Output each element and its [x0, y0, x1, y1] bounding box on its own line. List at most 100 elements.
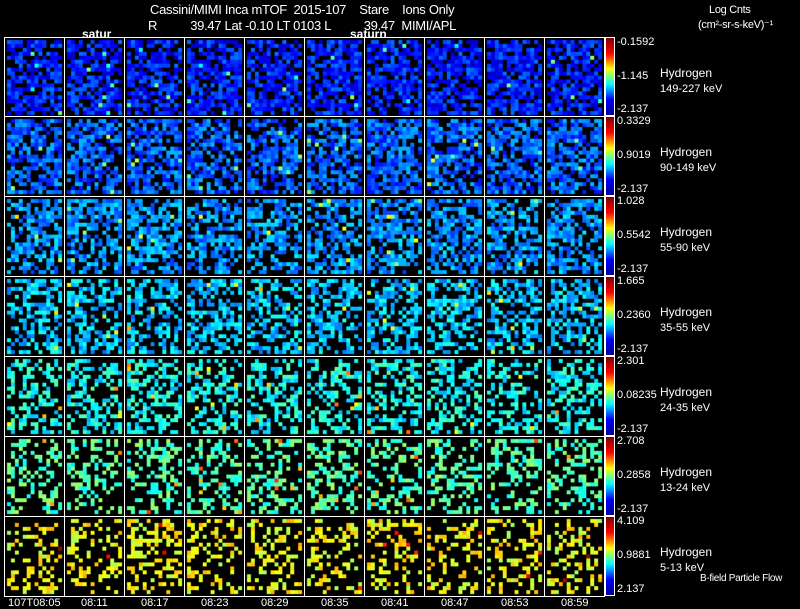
image-panel: [364, 516, 425, 597]
image-panel: [124, 196, 185, 277]
colorbar-min: -2.137: [617, 103, 649, 115]
heatmap-cells: [545, 437, 604, 516]
heatmap-cells: [365, 38, 424, 116]
image-panel: [484, 436, 545, 517]
heatmap-cells: [365, 197, 424, 276]
image-panel: [424, 37, 485, 117]
heatmap-cells: [305, 197, 364, 276]
heatmap-cells: [305, 357, 364, 436]
image-panel: [4, 276, 65, 357]
heatmap-cells: [5, 197, 64, 276]
species-label: Hydrogen: [660, 145, 713, 159]
image-panel: [304, 37, 365, 117]
heatmap-cells: [245, 517, 304, 596]
heatmap-cells: [125, 117, 184, 196]
colorbar-max: 0.3329: [617, 115, 651, 127]
heatmap-cells: [245, 277, 304, 356]
image-panel: [544, 356, 605, 437]
heatmap-cells: [425, 117, 484, 196]
heatmap-cells: [185, 517, 244, 596]
heatmap-cells: [65, 38, 124, 116]
image-panel: [484, 116, 545, 197]
image-panel: [184, 356, 245, 437]
image-panel: [64, 37, 125, 117]
heatmap-cells: [5, 517, 64, 596]
heatmap-cells: [185, 437, 244, 516]
colorbar-mid: 0.2858: [617, 469, 651, 481]
heatmap-cells: [185, 197, 244, 276]
image-panel: [124, 356, 185, 437]
image-panel: [64, 116, 125, 197]
image-panel: [184, 116, 245, 197]
colorbar: [605, 276, 615, 356]
heatmap-cells: [305, 38, 364, 116]
heatmap-cells: [125, 277, 184, 356]
image-panel: [364, 116, 425, 197]
species-label: Hydrogen: [660, 305, 713, 319]
heatmap-cells: [5, 117, 64, 196]
image-panel: [4, 436, 65, 517]
heatmap-cells: [545, 517, 604, 596]
species-label: Hydrogen: [660, 385, 713, 399]
colorbar-min: -2.137: [617, 263, 649, 275]
image-panel: [364, 356, 425, 437]
x-tick-label: 08:53: [501, 597, 529, 609]
heatmap-cells: [5, 38, 64, 116]
heatmap-cells: [5, 277, 64, 356]
heatmap-cells: [425, 437, 484, 516]
heatmap-cells: [125, 517, 184, 596]
heatmap-cells: [365, 437, 424, 516]
colorbar-mid: 0.9881: [617, 549, 651, 561]
heatmap-cells: [245, 38, 304, 116]
energy-range-label: 24-35 keV: [660, 402, 711, 414]
image-panel: [184, 516, 245, 597]
energy-range-label: 55-90 keV: [660, 242, 711, 254]
image-panel: [484, 356, 545, 437]
heatmap-cells: [125, 437, 184, 516]
image-panel: [424, 196, 485, 277]
heatmap-cells: [365, 517, 424, 596]
image-panel: [124, 116, 185, 197]
heatmap-cells: [65, 517, 124, 596]
colorbar-max: 4.109: [617, 515, 645, 527]
image-panel: [544, 196, 605, 277]
colorbar-min: -2.137: [617, 343, 649, 355]
plot-title: Cassini/MIMI Inca mTOF 2015-107 Stare Io…: [150, 2, 455, 17]
units-label: Log Cnts: [709, 4, 751, 16]
colorbar-min: -2.137: [617, 423, 649, 435]
image-panel: [184, 276, 245, 357]
image-panel: [484, 276, 545, 357]
image-panel: [424, 436, 485, 517]
image-panel: [424, 516, 485, 597]
heatmap-cells: [485, 437, 544, 516]
colorbar: [605, 436, 615, 516]
image-panel: [304, 276, 365, 357]
heatmap-cells: [65, 437, 124, 516]
x-tick-label: 08:11: [81, 597, 108, 609]
colorbar-mid: 0.2360: [617, 309, 651, 321]
heatmap-cells: [485, 38, 544, 116]
image-panel: [4, 37, 65, 117]
image-panel: [544, 436, 605, 517]
heatmap-cells: [245, 357, 304, 436]
heatmap-cells: [185, 277, 244, 356]
image-grid: [4, 37, 605, 597]
colorbar-mid: 0.5542: [617, 229, 651, 241]
species-label: Hydrogen: [660, 65, 713, 80]
heatmap-cells: [425, 38, 484, 116]
colorbar: [605, 196, 615, 276]
image-panel: [304, 516, 365, 597]
species-label: Hydrogen: [660, 465, 713, 479]
heatmap-cells: [305, 517, 364, 596]
colorbar-mid: -1.145: [617, 69, 649, 82]
colorbar-max: 2.708: [617, 435, 645, 447]
heatmap-cells: [125, 357, 184, 436]
image-panel: [244, 37, 305, 117]
colorbar: [605, 37, 615, 116]
image-panel: [4, 356, 65, 437]
colorbar-min: -2.137: [617, 503, 649, 515]
x-tick-label: 08:59: [561, 597, 589, 609]
heatmap-cells: [245, 197, 304, 276]
heatmap-cells: [485, 357, 544, 436]
units-formula: (cm²-sr-s-keV)⁻¹: [698, 19, 773, 31]
